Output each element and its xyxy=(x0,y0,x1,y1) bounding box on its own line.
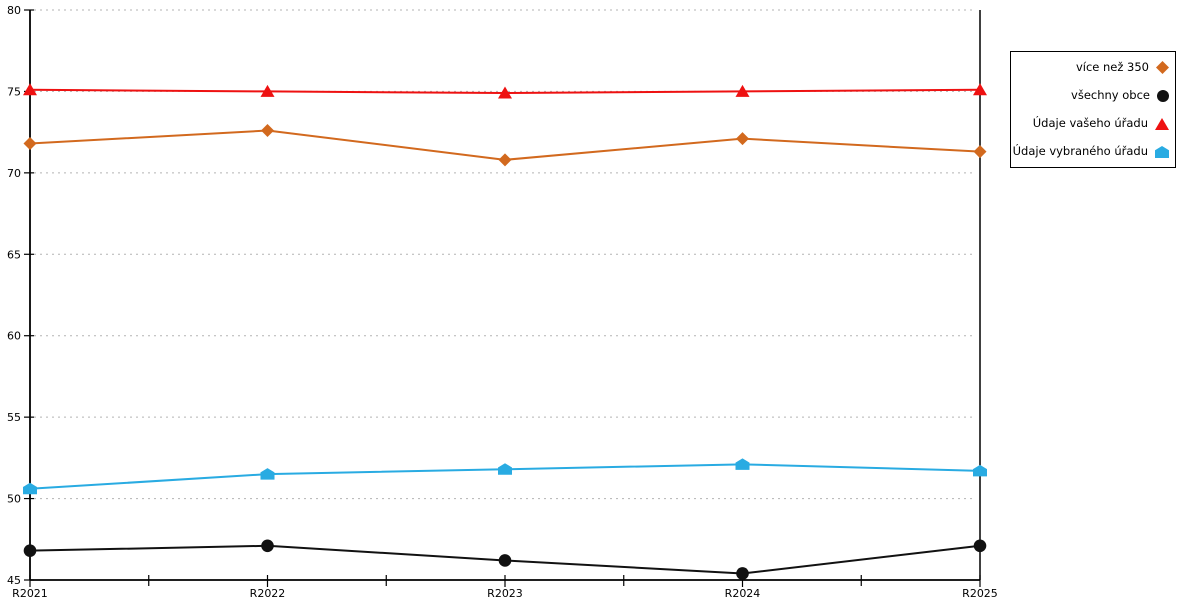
legend-label: všechny obce xyxy=(1071,88,1150,103)
x-tick-label: R2022 xyxy=(250,587,286,600)
x-tick-label: R2021 xyxy=(12,587,48,600)
data-point-triangle-icon xyxy=(973,83,987,96)
y-tick-label: 45 xyxy=(7,574,21,587)
legend-label: více než 350 xyxy=(1075,59,1149,74)
data-point-circle-icon xyxy=(736,567,749,580)
data-point-diamond-icon xyxy=(736,132,749,146)
x-tick-label: R2023 xyxy=(487,587,523,600)
legend-item: všechny obce xyxy=(1015,90,1169,102)
legend-item: Údaje vybraného úřadu xyxy=(1012,144,1169,159)
data-point-triangle-icon xyxy=(735,84,750,97)
data-point-circle-icon xyxy=(23,544,37,557)
y-tick-label: 60 xyxy=(7,330,21,343)
data-point-diamond-icon xyxy=(973,145,987,159)
data-point-diamond-icon xyxy=(498,153,512,167)
legend-label: Údaje vašeho úřadu xyxy=(1032,116,1148,131)
legend-marker-triangle-icon xyxy=(1155,118,1169,130)
y-tick-label: 70 xyxy=(7,167,21,180)
data-point-circle-icon xyxy=(973,539,987,553)
y-tick-label: 55 xyxy=(7,411,21,424)
legend-item: více než 350 xyxy=(1015,61,1169,74)
y-tick-label: 75 xyxy=(7,85,21,98)
data-point-diamond-icon xyxy=(23,137,37,151)
x-tick-label: R2025 xyxy=(962,587,998,600)
y-tick-label: 80 xyxy=(7,4,21,17)
data-point-triangle-icon xyxy=(23,83,37,96)
legend-marker-pentagon-icon xyxy=(1155,146,1169,158)
data-point-triangle-icon xyxy=(260,84,275,97)
legend-marker-diamond-icon xyxy=(1156,61,1169,74)
legend-marker-circle-icon xyxy=(1157,90,1169,102)
data-point-diamond-icon xyxy=(261,124,274,138)
data-point-triangle-icon xyxy=(498,86,512,99)
data-point-pentagon-icon xyxy=(735,458,750,470)
legend: více než 350 všechny obce Údaje vašeho úřa… xyxy=(1010,51,1176,168)
y-tick-label: 50 xyxy=(7,493,21,506)
data-point-pentagon-icon xyxy=(23,482,37,495)
legend-item: Údaje vašeho úřadu xyxy=(1015,118,1169,130)
data-point-circle-icon xyxy=(498,554,512,567)
data-point-pentagon-icon xyxy=(498,463,512,475)
x-tick-label: R2024 xyxy=(725,587,761,600)
y-tick-label: 65 xyxy=(7,248,21,261)
data-point-pentagon-icon xyxy=(973,464,987,477)
legend-label: Údaje vybraného úřadu xyxy=(1012,144,1148,159)
data-point-pentagon-icon xyxy=(260,468,275,480)
data-point-circle-icon xyxy=(261,539,274,553)
